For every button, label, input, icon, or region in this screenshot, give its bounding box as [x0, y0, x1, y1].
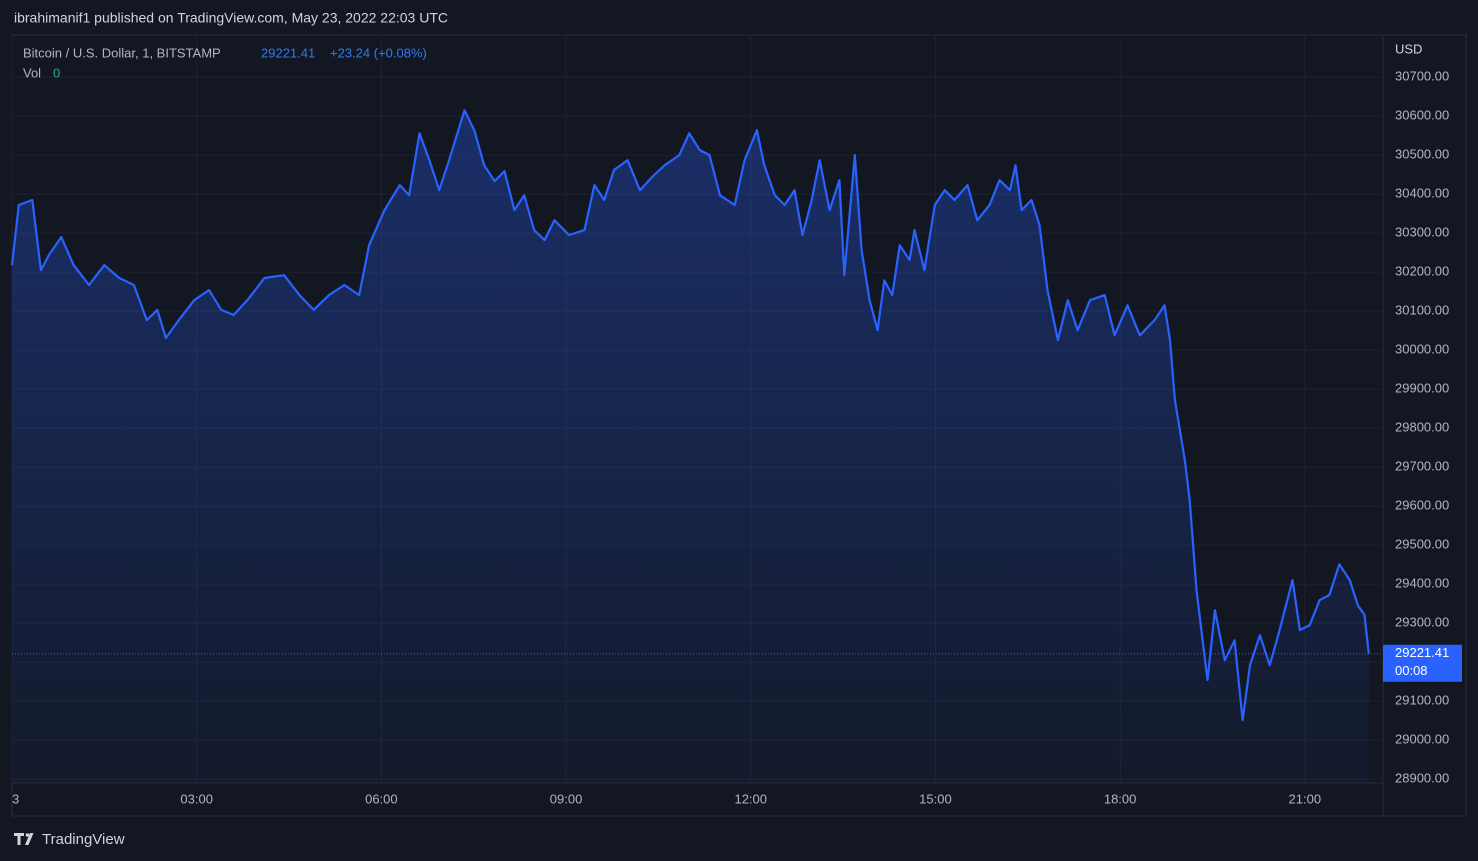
last-price-box: [1383, 644, 1462, 682]
x-tick-label: 18:00: [1104, 791, 1137, 806]
volume-label: Vol: [23, 65, 41, 80]
y-tick-label: 30700.00: [1395, 69, 1449, 84]
y-tick-label: 29700.00: [1395, 459, 1449, 474]
y-tick-label: 29000.00: [1395, 732, 1449, 747]
y-tick-label: 29300.00: [1395, 615, 1449, 630]
y-tick-label: 30000.00: [1395, 342, 1449, 357]
y-tick-label: 29900.00: [1395, 381, 1449, 396]
x-tick-label: 15:00: [919, 791, 952, 806]
x-tick-label: 21:00: [1289, 791, 1322, 806]
last-price-legend: 29221.41: [261, 45, 315, 60]
x-tick-label: 3: [12, 791, 19, 806]
y-tick-label: 30300.00: [1395, 225, 1449, 240]
published-note: ibrahimanif1 published on TradingView.co…: [14, 10, 448, 26]
price-line: [10, 109, 1370, 722]
y-tick-label: 29500.00: [1395, 537, 1449, 552]
volume-value: 0: [53, 65, 60, 80]
brand: TradingView: [42, 831, 125, 848]
y-tick-label: 29400.00: [1395, 576, 1449, 591]
countdown: 00:08: [1395, 663, 1428, 678]
x-tick-label: 09:00: [550, 791, 583, 806]
plot: [10, 109, 1383, 784]
y-tick-label: 29600.00: [1395, 498, 1449, 513]
x-tick-label: 12:00: [734, 791, 767, 806]
logo: [14, 833, 34, 845]
brand-logo: TradingView: [14, 831, 125, 848]
y-tick-label: 30500.00: [1395, 147, 1449, 162]
y-tick-label: 30400.00: [1395, 186, 1449, 201]
y-tick-label: 30200.00: [1395, 264, 1449, 279]
x-tick-label: 03:00: [180, 791, 213, 806]
last-price-label: 29221.41: [1395, 645, 1449, 660]
currency: USD: [1395, 41, 1422, 56]
x-tick-label: 06:00: [365, 791, 398, 806]
labels: ibrahimanif1 published on TradingView.co…: [12, 10, 1462, 806]
logo-dot: [25, 833, 30, 837]
y-tick-label: 29100.00: [1395, 693, 1449, 708]
y-tick-label: 30600.00: [1395, 108, 1449, 123]
y-tick-label: 28900.00: [1395, 771, 1449, 786]
y-tick-label: 29800.00: [1395, 420, 1449, 435]
change: +23.24 (+0.08%): [330, 45, 427, 60]
area-fill: [12, 110, 1369, 784]
symbol: Bitcoin / U.S. Dollar, 1, BITSTAMP: [23, 45, 221, 60]
y-tick-label: 30100.00: [1395, 303, 1449, 318]
